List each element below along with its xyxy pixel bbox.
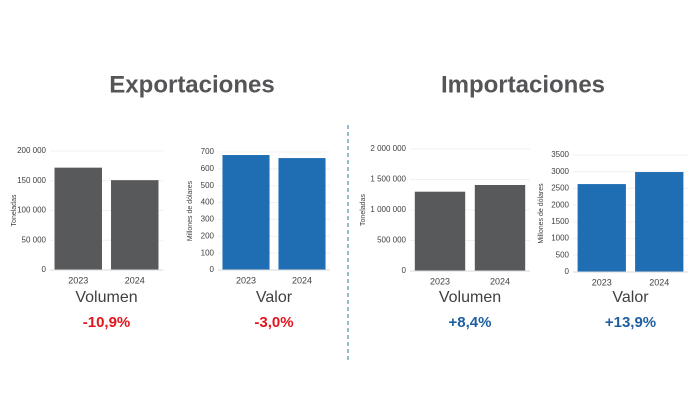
x-tick-label: 2023 [430,276,450,286]
y-tick-label: 2 000 000 [370,144,406,153]
y-tick-label: 3000 [551,167,569,176]
change-label: +8,4% [449,314,492,331]
x-tick-label: 2024 [125,275,145,285]
y-tick-label: 100 000 [17,206,46,215]
y-tick-label: 1000 [551,234,569,243]
y-tick-label: 700 [201,147,215,156]
y-tick-label: 0 [42,265,47,274]
y-axis-label: Millones de dólares [538,183,545,244]
x-axis-label: Volumen [75,289,137,306]
x-tick-label: 2024 [649,277,669,287]
y-tick-label: 500 [201,181,215,190]
y-tick-label: 2500 [551,184,569,193]
bar [414,191,466,271]
y-tick-label: 1500 [551,217,569,226]
y-tick-label: 500 [556,250,570,259]
y-tick-label: 200 000 [17,146,46,155]
y-tick-label: 0 [402,266,407,275]
x-tick-label: 2023 [68,275,88,285]
y-tick-label: 1 000 000 [370,205,406,214]
x-tick-label: 2024 [292,275,312,285]
bar [54,167,102,270]
x-tick-label: 2023 [592,277,612,287]
y-tick-label: 0 [565,267,570,276]
x-axis-label: Valor [256,289,293,306]
x-tick-label: 2023 [236,275,256,285]
y-tick-label: 100 [201,248,215,257]
bar [278,158,326,270]
change-label: -10,9% [83,314,131,331]
bar [474,184,526,271]
change-label: -3,0% [254,314,293,331]
y-tick-label: 600 [201,164,215,173]
section-title: Importaciones [441,71,605,98]
y-tick-label: 150 000 [17,176,46,185]
bar [635,172,684,272]
change-label: +13,9% [605,314,656,331]
y-tick-label: 0 [210,265,215,274]
y-tick-label: 50 000 [22,235,47,244]
x-tick-label: 2024 [490,276,510,286]
bar [577,184,626,272]
y-tick-label: 300 [201,215,215,224]
x-axis-label: Valor [612,289,649,306]
y-axis-label: Millones de dólares [187,180,194,241]
y-tick-label: 200 [201,231,215,240]
x-axis-label: Volumen [439,289,501,306]
bar [222,155,270,270]
section-title: Exportaciones [109,71,274,98]
y-tick-label: 2000 [551,200,569,209]
y-axis-label: Toneladas [360,194,367,226]
y-tick-label: 1 500 000 [370,175,406,184]
y-axis-label: Toneladas [11,194,18,226]
y-tick-label: 500 000 [377,236,406,245]
y-tick-label: 400 [201,198,215,207]
bar [111,180,159,270]
y-tick-label: 3500 [551,150,569,159]
